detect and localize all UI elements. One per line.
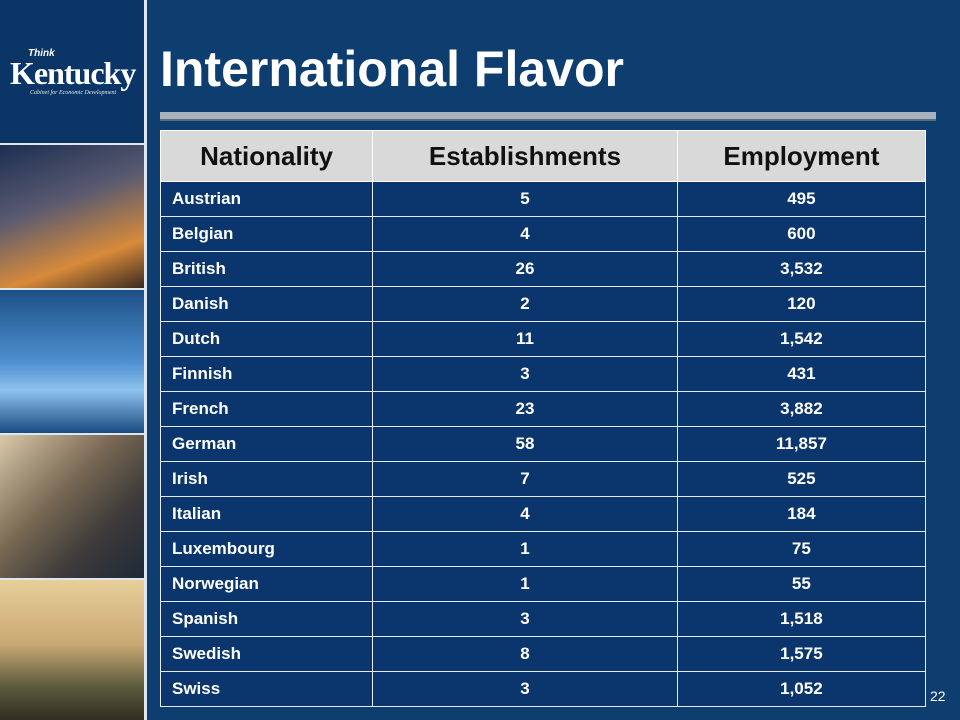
table-cell: 4 [372,216,678,252]
logo-small: Think [28,48,55,59]
table-cell: 3 [372,671,678,707]
photo-plane [0,143,144,288]
table-cell: 2 [372,286,678,322]
table-cell: British [159,251,374,287]
table-cell: 495 [676,181,927,217]
table-cell: 4 [372,496,678,532]
logo-name: Kentucky [10,55,136,91]
table-cell: Finnish [159,356,374,392]
header-row: Nationality Establishments Employment [159,130,927,182]
table-cell: 3,532 [676,251,927,287]
table-cell: 120 [676,286,927,322]
slide-title: International Flavor [160,41,624,97]
table-cell: 5 [372,181,678,217]
table-row: Belgian 4 600 [159,216,927,252]
table-cell: Italian [159,496,374,532]
table-row: Swiss 3 1,052 [159,671,927,707]
header-cell: Establishments [372,130,678,182]
header-cell: Employment [676,130,927,182]
table-cell: 1,518 [676,601,927,637]
table-cell: Dutch [159,321,374,357]
table-cell: 23 [372,391,678,427]
photo-bottles [0,288,144,433]
table-cell: 55 [676,566,927,602]
table-cell: Luxembourg [159,531,374,567]
table-cell: 11 [372,321,678,357]
table-cell: 3,882 [676,391,927,427]
table-cell: Swedish [159,636,374,672]
table-cell: Irish [159,461,374,497]
table-row: Swedish 8 1,575 [159,636,927,672]
table-cell: 7 [372,461,678,497]
photo-worker [0,433,144,578]
table-row: Danish 2 120 [159,286,927,322]
table-cell: French [159,391,374,427]
table-cell: 1,052 [676,671,927,707]
table-cell: 431 [676,356,927,392]
table-row: Norwegian 1 55 [159,566,927,602]
table-row: Austrian 5 495 [159,181,927,217]
table-cell: Swiss [159,671,374,707]
title-rule [160,112,936,121]
table-cell: 3 [372,601,678,637]
table-cell: 1 [372,566,678,602]
table-row: Spanish 3 1,518 [159,601,927,637]
header-cell: Nationality [159,130,374,182]
table-row: Irish 7 525 [159,461,927,497]
table-cell: 8 [372,636,678,672]
table-cell: Belgian [159,216,374,252]
table-cell: Norwegian [159,566,374,602]
photo-horse [0,578,144,720]
page-number: 22 [930,688,946,704]
table-cell: 26 [372,251,678,287]
table-body: Austrian 5 495 Belgian 4 600 British 26 3,532 Dan… [159,181,927,707]
table-row: French 23 3,882 [159,391,927,427]
table-cell: 184 [676,496,927,532]
table-cell: 75 [676,531,927,567]
table-row: Luxembourg 1 75 [159,531,927,567]
table-row: British 26 3,532 [159,251,927,287]
table-cell: German [159,426,374,462]
table-row: Italian 4 184 [159,496,927,532]
table-cell: Austrian [159,181,374,217]
table-cell: Danish [159,286,374,322]
table-cell: 1,575 [676,636,927,672]
data-table: Nationality Establishments Employment Aust… [159,130,927,707]
table-cell: 3 [372,356,678,392]
table-row: Dutch 11 1,542 [159,321,927,357]
sidebar: Think Kentucky Cabinet for Economic Deve… [0,0,147,720]
table-cell: 11,857 [676,426,927,462]
logo-tagline: Cabinet for Economic Development [30,90,117,96]
table-cell: 525 [676,461,927,497]
table-cell: Spanish [159,601,374,637]
table-cell: 58 [372,426,678,462]
table-row: Finnish 3 431 [159,356,927,392]
table-cell: 1 [372,531,678,567]
table-cell: 600 [676,216,927,252]
table-row: German 58 11,857 [159,426,927,462]
table-cell: 1,542 [676,321,927,357]
